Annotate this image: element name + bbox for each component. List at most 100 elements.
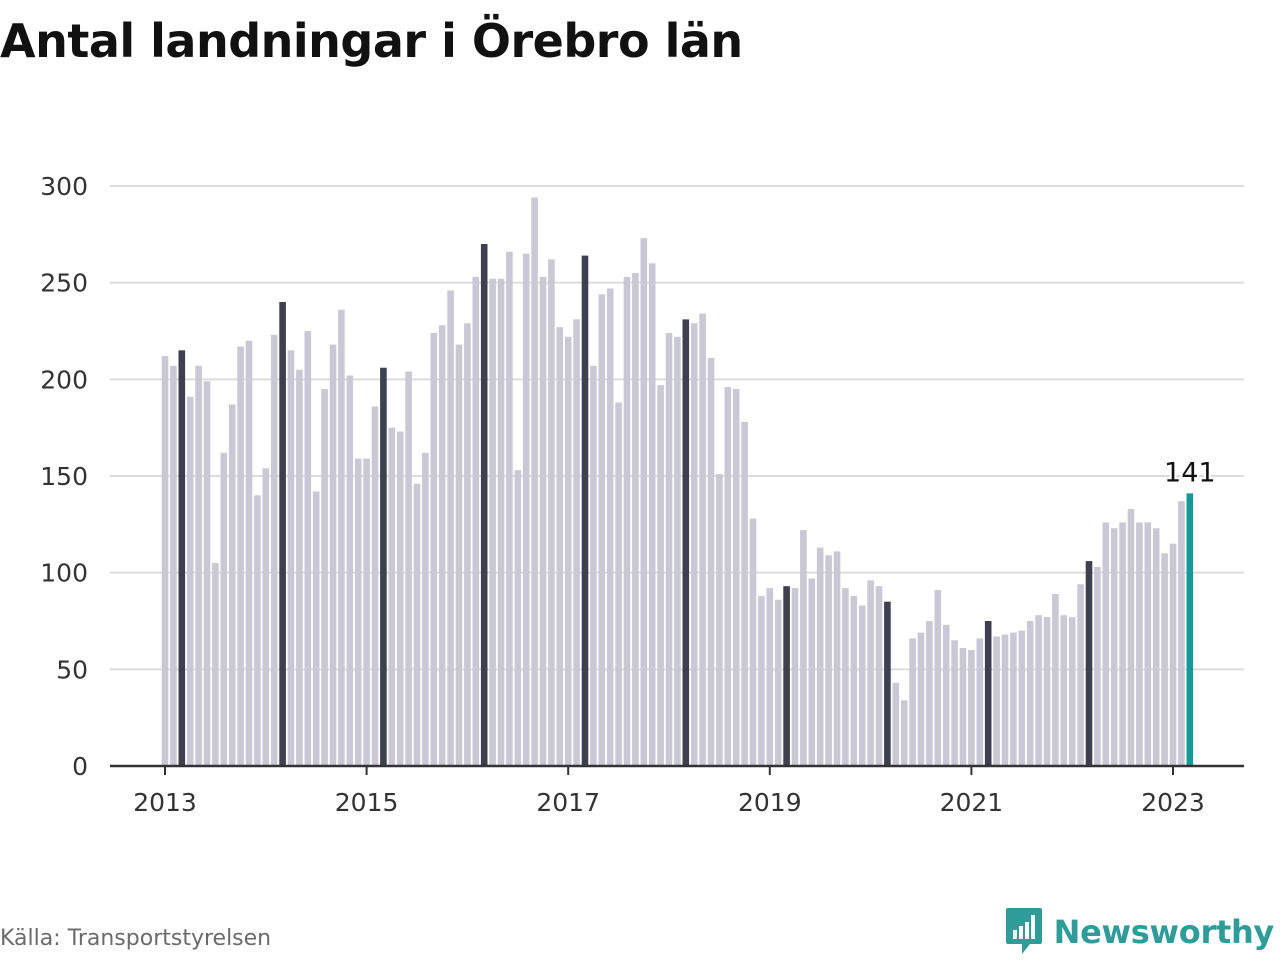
bar [968,650,975,766]
bar [472,276,480,766]
bar [1102,522,1110,766]
bar [237,346,244,766]
bar [690,323,698,766]
bar [623,276,631,766]
bar [665,332,673,766]
bar [674,336,681,766]
bar [531,197,538,767]
bar [573,319,580,766]
bar [464,323,471,766]
bar [430,332,438,766]
bar [909,638,916,766]
x-axis-ticks: 2013 2015 2017 2019 2021 2023 [133,766,1205,817]
bar [1186,493,1194,766]
bar [959,648,967,766]
bar [657,385,664,766]
y-tick-label: 300 [40,172,88,201]
bar [942,624,950,766]
bar [1127,508,1135,766]
bar [1094,566,1101,766]
bar [354,458,362,766]
y-tick-label: 0 [72,752,88,781]
bar [632,273,639,766]
y-axis-ticks: 0 50 100 150 200 250 300 [40,172,88,781]
bar [1152,528,1160,766]
y-tick-label: 50 [56,655,88,684]
bar [279,302,286,766]
chart-title: Antal landningar i Örebro län [0,14,743,68]
bar [598,294,606,766]
bar [850,595,858,766]
bar [867,580,874,766]
bar [884,601,891,766]
bar [749,518,757,766]
bar [480,244,488,766]
bar [556,327,564,766]
bar [766,588,774,766]
bar [1136,522,1143,766]
bar [1035,615,1042,766]
bar [606,288,614,766]
bar [245,340,253,766]
bar [346,375,354,766]
bar [380,367,387,766]
bar [758,595,765,766]
y-tick-label: 200 [40,365,88,394]
bar [1026,621,1034,766]
bar [514,470,522,766]
bar [917,632,925,766]
bar [783,586,790,766]
bar [506,251,513,767]
bar [1068,617,1076,766]
bar [1161,553,1168,766]
x-tick-label: 2013 [133,788,197,817]
bar [1052,593,1059,766]
x-tick-label: 2017 [536,788,600,817]
bar [1043,617,1051,766]
bar [808,578,816,766]
bar [287,350,295,766]
bar [615,402,622,766]
bar [447,290,454,766]
bar [489,278,496,766]
x-tick-label: 2021 [940,788,1004,817]
bar [1010,632,1017,766]
bar [522,253,530,767]
source-note: Källa: Transportstyrelsen [0,926,272,951]
bar [825,555,832,766]
bar [699,313,706,766]
bar [858,605,866,766]
y-tick-label: 250 [40,269,88,298]
bar [581,255,589,766]
bar [422,452,429,766]
bar [312,491,320,766]
bar [648,263,656,766]
bar [396,431,404,766]
brand-name: Newsworthy [1053,913,1275,951]
bar [993,636,1000,766]
bar [951,640,958,766]
bar [371,406,379,766]
bar [682,319,690,766]
bar [724,387,732,766]
brand-logo: Newsworthy [1004,906,1274,958]
bar [296,369,303,766]
bar [1169,543,1177,766]
x-tick-label: 2023 [1141,788,1205,817]
bar [741,421,748,766]
bar [774,599,782,766]
bar [640,238,648,766]
bar [548,259,555,766]
bar [329,344,337,766]
bar [791,588,799,766]
bar [438,325,446,766]
bar [220,452,228,766]
bar [716,474,723,766]
bar [842,588,849,766]
bar [926,621,933,766]
bar [1018,630,1026,766]
bar [161,356,169,766]
bar [1077,584,1084,766]
bar [228,404,236,766]
bar [833,551,841,766]
